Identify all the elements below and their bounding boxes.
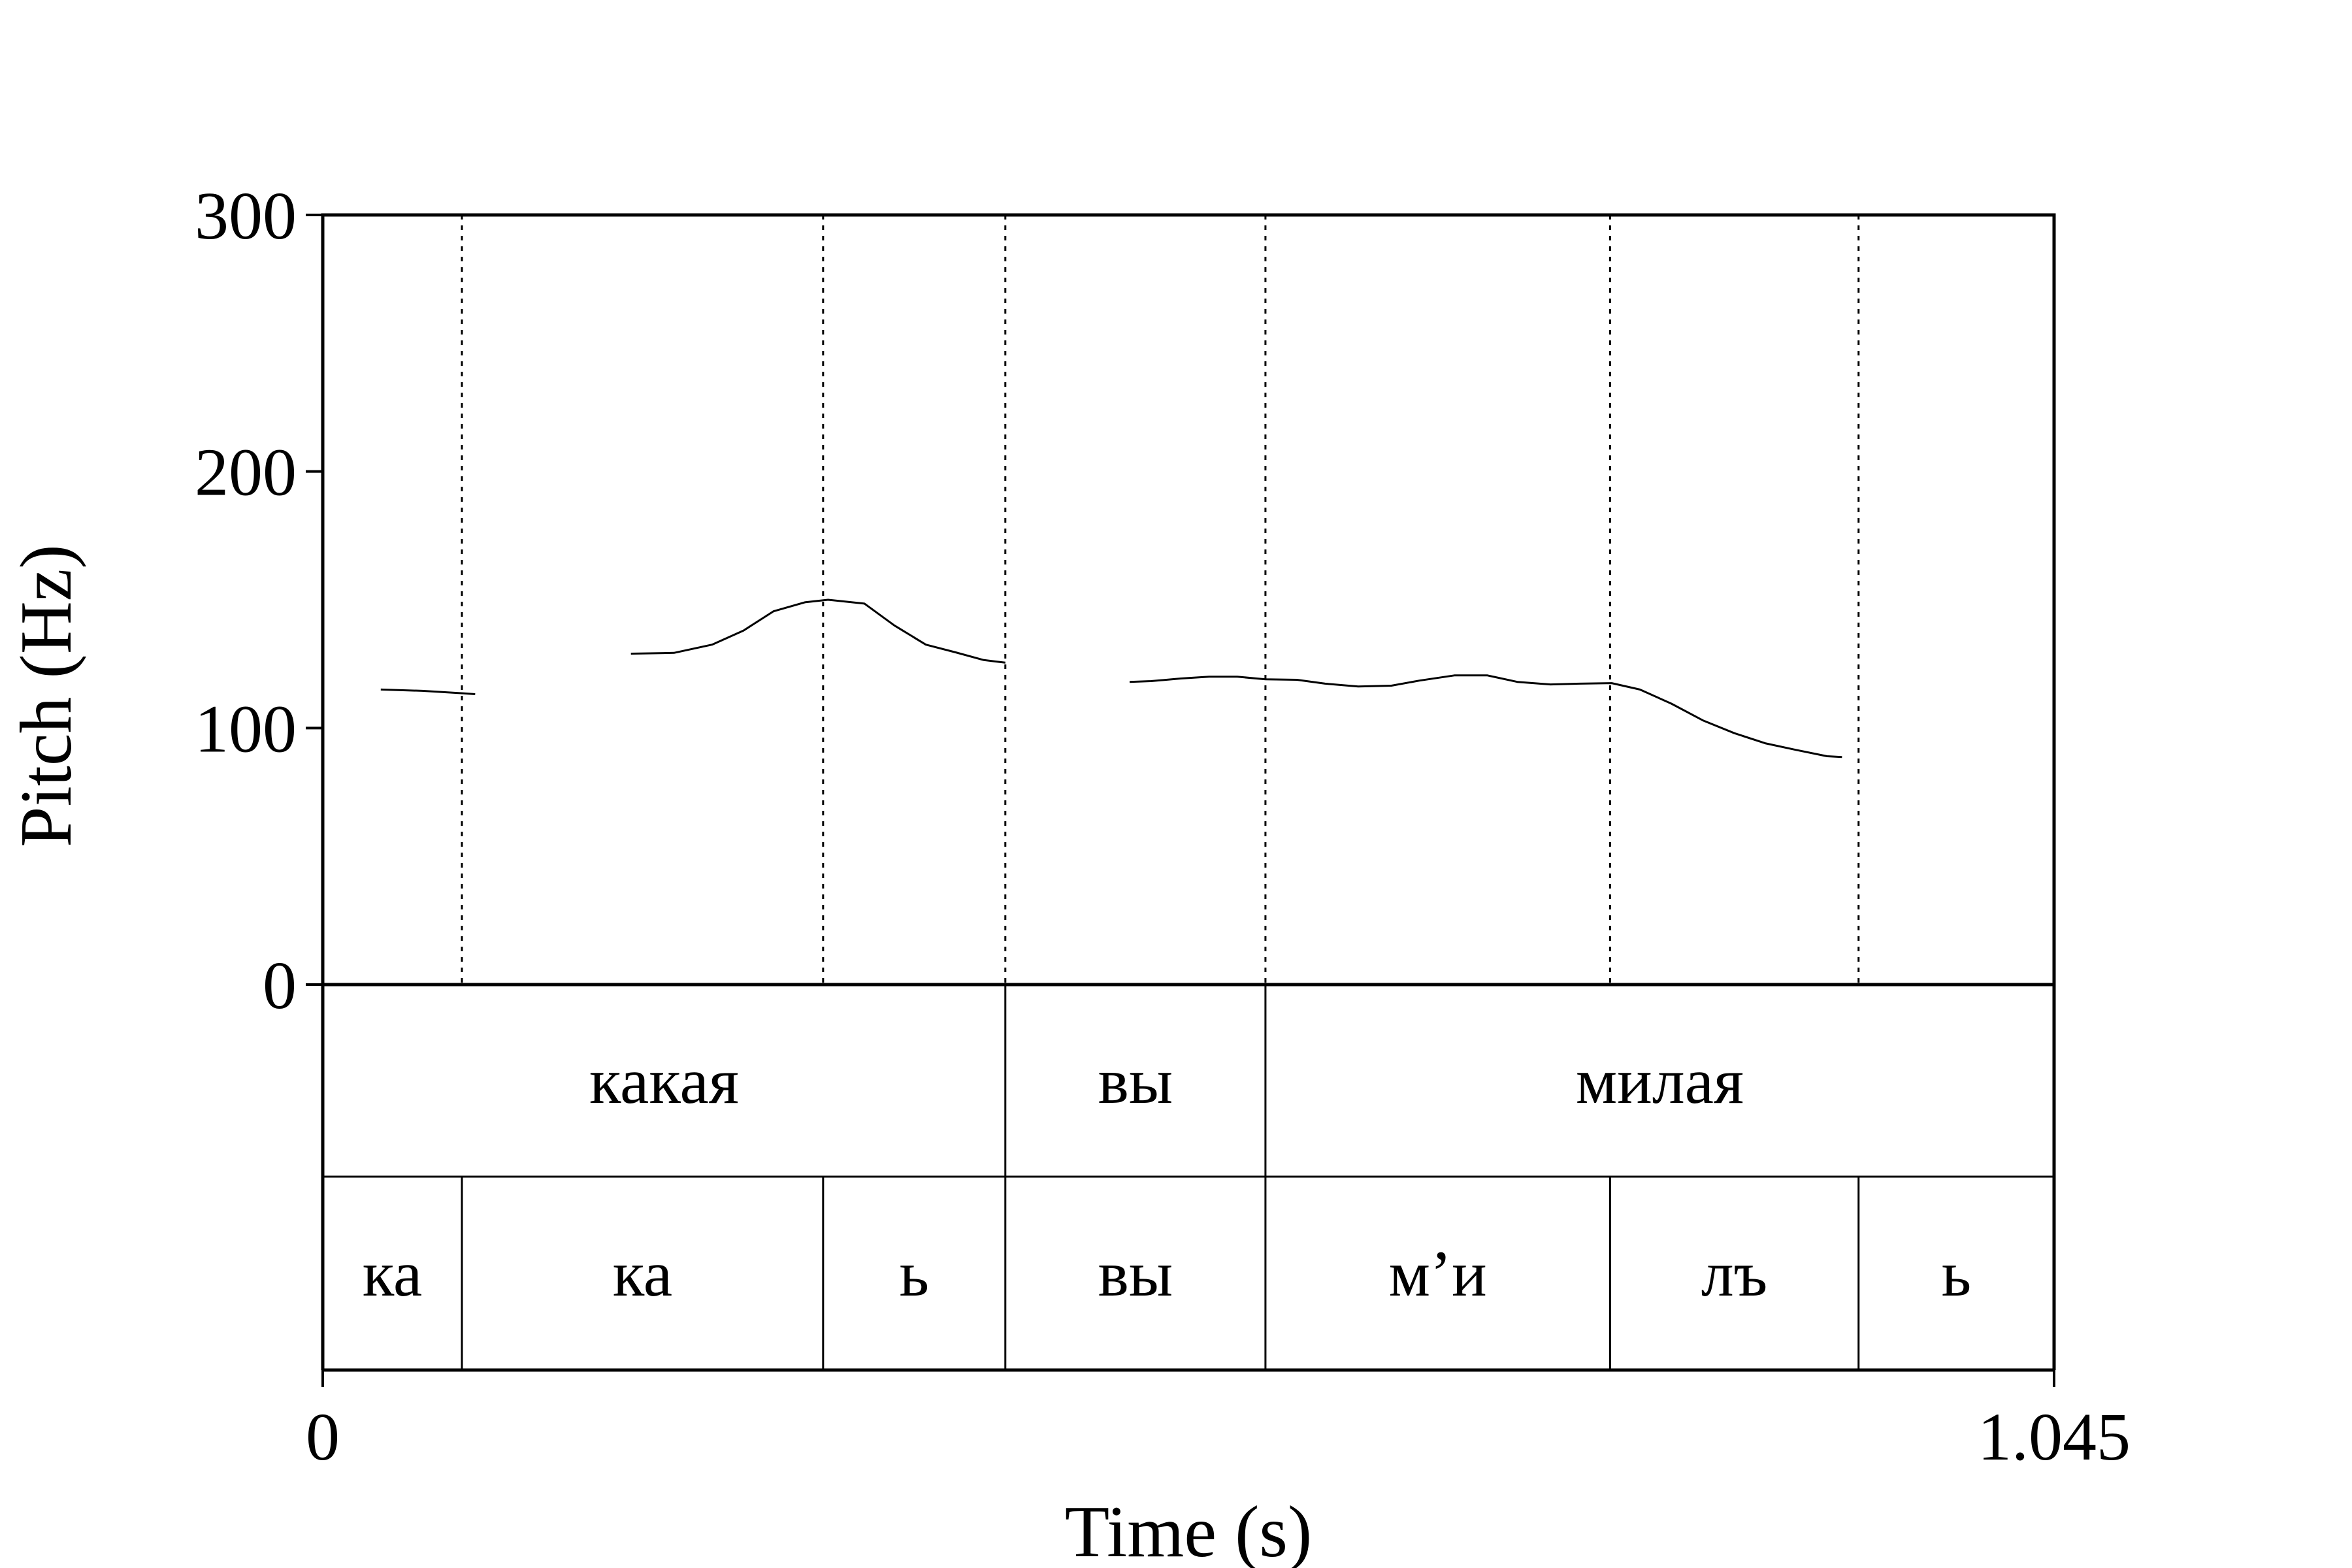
- x-tick-label: 1.045: [1978, 1399, 2131, 1475]
- y-axis-title: Pitch (Hz): [6, 544, 87, 847]
- y-tick-label: 300: [195, 178, 297, 253]
- x-axis-title: Time (s): [1065, 1492, 1313, 1568]
- tier-interval-label: м’и: [1389, 1237, 1487, 1310]
- tier-interval-label: лъ: [1701, 1237, 1768, 1310]
- pitch-contour: [380, 598, 1842, 759]
- x-tick-label: 0: [306, 1399, 340, 1475]
- tier-interval-label: вы: [1098, 1045, 1173, 1117]
- tier-interval-label: ь: [900, 1237, 930, 1310]
- annotation-tiers: какая вы милая ка ка ь вы м’и лъ ь: [363, 985, 1971, 1370]
- y-tick-label: 200: [195, 435, 297, 510]
- tier-interval-label: ка: [363, 1237, 422, 1310]
- tier-interval-label: какая: [589, 1045, 739, 1117]
- y-tick-label: 0: [263, 948, 297, 1023]
- tier-interval-label: ь: [1942, 1237, 1972, 1310]
- x-axis: 0 1.045: [306, 1370, 2131, 1475]
- y-tick-label: 100: [195, 691, 297, 766]
- pitch-segment: [380, 688, 476, 695]
- pitch-segment: [1129, 674, 1842, 759]
- pitch-segment: [630, 598, 1005, 664]
- plot-area-frame: [321, 213, 2056, 987]
- tier-interval-label: милая: [1576, 1045, 1744, 1117]
- y-axis: 0 100 200 300: [195, 178, 323, 1023]
- tier-interval-label: вы: [1098, 1237, 1173, 1310]
- boundary-lines: [461, 215, 1860, 985]
- tier-interval-label: ка: [613, 1237, 672, 1310]
